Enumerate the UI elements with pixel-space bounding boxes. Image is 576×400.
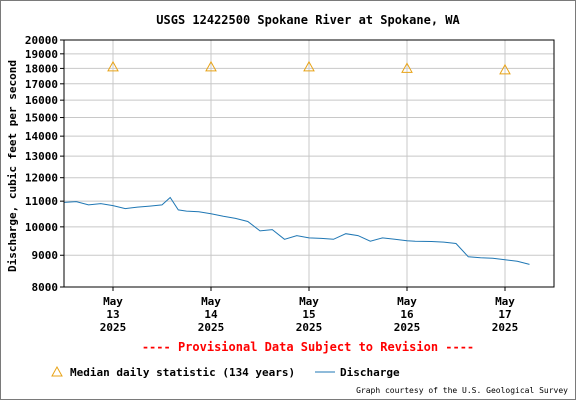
y-tick-label: 16000	[25, 94, 58, 107]
legend-label-discharge: Discharge	[340, 366, 400, 379]
median-series	[107, 60, 511, 75]
x-tick-label: 2025	[100, 321, 127, 334]
y-tick-label: 17000	[25, 78, 58, 91]
x-axis-ticks: May132025May142025May152025May162025May1…	[100, 287, 519, 334]
legend: Median daily statistic (134 years) Disch…	[51, 365, 400, 379]
x-tick-label: 2025	[198, 321, 225, 334]
x-tick-label: 17	[498, 308, 511, 321]
x-tick-label: 2025	[296, 321, 323, 334]
plot-border	[63, 39, 555, 288]
grid-lines	[64, 39, 554, 288]
y-tick-label: 15000	[25, 112, 58, 125]
y-tick-label: 14000	[25, 130, 58, 143]
y-tick-label: 11000	[25, 195, 58, 208]
median-point	[499, 63, 511, 75]
x-tick-label: May	[397, 295, 417, 308]
y-tick-label: 8000	[32, 281, 59, 294]
y-tick-label: 19000	[25, 48, 58, 61]
y-tick-label: 10000	[25, 221, 58, 234]
y-tick-label: 12000	[25, 172, 58, 185]
x-tick-label: May	[201, 295, 221, 308]
x-tick-label: 15	[302, 308, 315, 321]
y-axis-ticks: 8000 9000 10000 11000 12000 13000 14000 15000 16…	[25, 34, 64, 294]
discharge-line	[63, 196, 530, 265]
x-tick-label: May	[495, 295, 515, 308]
y-tick-label: 13000	[25, 150, 58, 163]
x-tick-label: 2025	[394, 321, 421, 334]
x-tick-label: May	[299, 295, 319, 308]
legend-triangle-icon	[51, 365, 63, 377]
x-tick-label: 16	[400, 308, 414, 321]
graph-credit: Graph courtesy of the U.S. Geological Su…	[356, 386, 568, 395]
discharge-series	[63, 196, 530, 265]
y-tick-label: 20000	[25, 34, 58, 47]
median-point	[205, 60, 217, 72]
provisional-notice: ---- Provisional Data Subject to Revisio…	[142, 340, 474, 354]
legend-label-median: Median daily statistic (134 years)	[70, 366, 295, 379]
y-tick-label: 18000	[25, 62, 58, 75]
chart-title: USGS 12422500 Spokane River at Spokane, …	[156, 13, 460, 27]
median-point	[303, 60, 315, 72]
x-tick-label: 13	[106, 308, 119, 321]
x-tick-label: 14	[204, 308, 218, 321]
x-tick-label: 2025	[492, 321, 519, 334]
x-tick-label: May	[103, 295, 123, 308]
y-axis-label: Discharge, cubic feet per second	[6, 60, 19, 272]
median-point	[401, 62, 413, 73]
median-point	[107, 60, 119, 72]
y-tick-label: 9000	[32, 249, 59, 262]
